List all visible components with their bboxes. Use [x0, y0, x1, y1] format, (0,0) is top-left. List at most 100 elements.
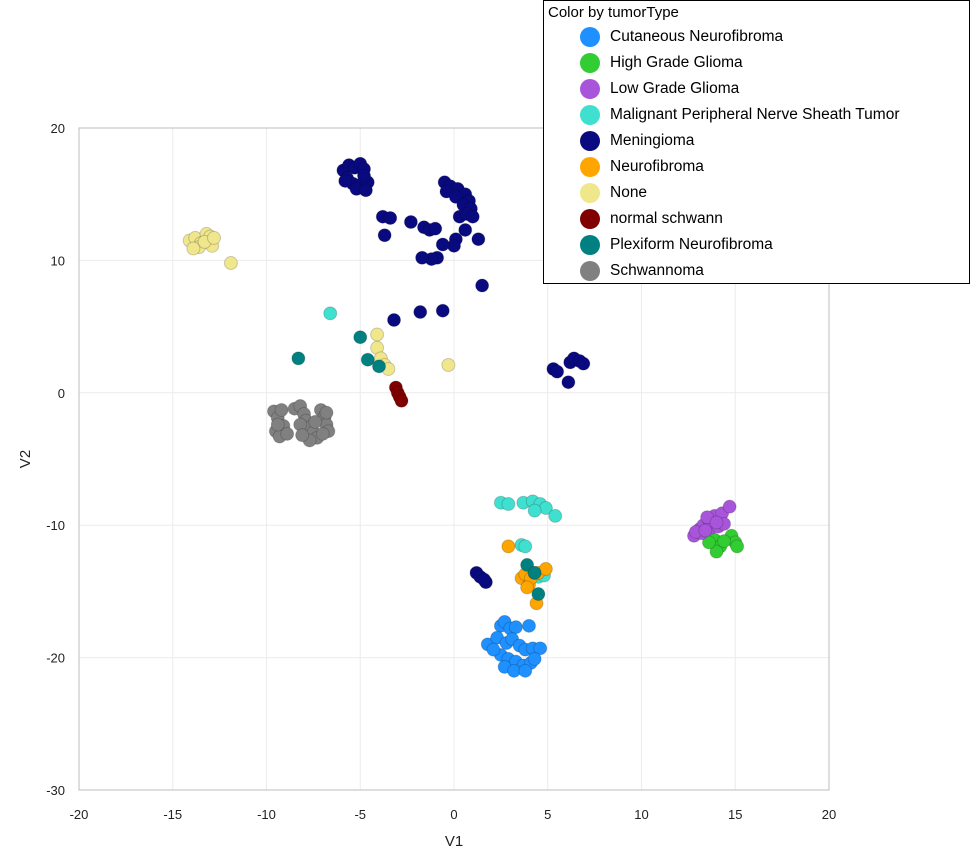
point-meningioma [377, 228, 392, 243]
y-tick-label: 10 [51, 253, 65, 268]
point-plexiform-neurofibroma [372, 359, 386, 374]
point-meningioma [358, 183, 373, 198]
point-schwannoma [274, 403, 289, 418]
legend-swatch [580, 209, 600, 229]
point-none [370, 327, 385, 342]
x-tick-label: 10 [634, 807, 648, 822]
point-meningioma [383, 211, 398, 226]
point-cutaneous-neurofibroma [518, 663, 533, 678]
y-tick-label: -30 [46, 783, 65, 798]
legend-swatch [580, 235, 600, 255]
point-meningioma [403, 215, 418, 230]
point-plexiform-neurofibroma [531, 587, 546, 602]
point-none [441, 357, 456, 372]
x-tick-label: 20 [822, 807, 836, 822]
y-tick-label: 20 [51, 121, 65, 136]
x-axis-label: V1 [445, 833, 463, 850]
x-tick-label: 15 [728, 807, 742, 822]
point-meningioma [338, 173, 353, 188]
point-meningioma [561, 375, 576, 390]
point-meningioma [471, 232, 486, 247]
point-high-grade-glioma [730, 539, 745, 554]
data-points [182, 156, 745, 678]
point-high-grade-glioma [702, 535, 716, 550]
point-meningioma [465, 209, 480, 224]
x-tick-label: 5 [544, 807, 551, 822]
y-axis-label: V2 [17, 450, 34, 468]
point-schwannoma [280, 426, 295, 441]
legend-swatch [580, 27, 600, 47]
legend-label: Malignant Peripheral Nerve Sheath Tumor [610, 106, 900, 123]
x-tick-label: -10 [257, 807, 276, 822]
legend-label: Meningioma [610, 132, 695, 149]
legend-label: normal schwann [610, 210, 723, 227]
legend-label: Plexiform Neurofibroma [610, 236, 773, 253]
legend-swatch [580, 79, 600, 99]
legend-item-none: None [580, 182, 647, 204]
point-plexiform-neurofibroma [291, 351, 306, 366]
legend-item-low-grade-glioma: Low Grade Glioma [580, 78, 739, 100]
point-low-grade-glioma [709, 515, 724, 530]
legend-item-high-grade-glioma: High Grade Glioma [580, 52, 743, 74]
legend-item-neurofibroma: Neurofibroma [580, 156, 704, 178]
point-meningioma [387, 312, 401, 327]
legend-item-schwannoma: Schwannoma [580, 260, 704, 282]
point-cutaneous-neurofibroma [522, 618, 536, 633]
y-tick-label: -10 [46, 518, 65, 533]
point-malignant-peripheral-nerve-sheath-tumor [323, 306, 338, 321]
point-meningioma [458, 222, 473, 237]
point-low-grade-glioma [698, 523, 713, 538]
point-meningioma [475, 278, 490, 293]
point-none [186, 241, 201, 256]
legend-swatch [580, 261, 600, 281]
legend-label: Neurofibroma [610, 158, 704, 175]
x-tick-label: -20 [70, 807, 89, 822]
point-none [223, 256, 238, 271]
point-plexiform-neurofibroma [353, 330, 368, 345]
legend: Color by tumorType Cutaneous Neurofibrom… [543, 0, 970, 284]
plot-area [78, 127, 830, 791]
point-neurofibroma [501, 539, 516, 554]
x-tick-label: -5 [354, 807, 366, 822]
point-meningioma [435, 237, 450, 252]
point-high-grade-glioma [709, 544, 724, 559]
point-schwannoma [270, 417, 285, 432]
point-meningioma [550, 364, 565, 379]
point-malignant-peripheral-nerve-sheath-tumor [518, 539, 533, 554]
point-schwannoma [295, 428, 310, 443]
point-cutaneous-neurofibroma [533, 641, 548, 656]
legend-label: High Grade Glioma [610, 54, 743, 71]
legend-swatch [580, 157, 600, 177]
point-schwannoma [319, 405, 334, 420]
point-none [207, 230, 221, 245]
axis-ticks: -20 -15 -10 -5 0 5 10 15 20 -30 -20 -10 0 10 20 [46, 121, 836, 822]
point-meningioma [576, 356, 591, 371]
legend-item-malignant-peripheral-nerve-sheath-tumor: Malignant Peripheral Nerve Sheath Tumor [580, 104, 899, 126]
point-meningioma [413, 305, 428, 320]
point-meningioma [477, 572, 491, 587]
point-malignant-peripheral-nerve-sheath-tumor [548, 508, 563, 523]
point-cutaneous-neurofibroma [527, 651, 542, 666]
legend-label: Schwannoma [610, 262, 704, 279]
point-cutaneous-neurofibroma [486, 642, 501, 657]
point-malignant-peripheral-nerve-sheath-tumor [527, 503, 542, 518]
point-high-grade-glioma [717, 534, 731, 549]
x-tick-label: -15 [163, 807, 182, 822]
point-plexiform-neurofibroma [527, 565, 542, 580]
point-low-grade-glioma [722, 499, 737, 514]
legend-swatch [580, 183, 600, 203]
point-meningioma [357, 168, 371, 183]
legend-swatch [580, 105, 600, 125]
legend-title: Color by tumorType [548, 4, 679, 21]
legend-label: None [610, 184, 648, 201]
point-schwannoma [308, 414, 323, 429]
point-normal-schwann [394, 393, 409, 408]
point-plexiform-neurofibroma [360, 352, 375, 367]
point-cutaneous-neurofibroma [508, 620, 523, 635]
point-malignant-peripheral-nerve-sheath-tumor [501, 497, 516, 512]
legend-label: Low Grade Glioma [610, 80, 740, 97]
x-tick-label: 0 [450, 807, 457, 822]
y-tick-label: -20 [46, 651, 65, 666]
legend-item-meningioma: Meningioma [580, 130, 694, 152]
legend-item-normal-schwann: normal schwann [580, 208, 723, 230]
